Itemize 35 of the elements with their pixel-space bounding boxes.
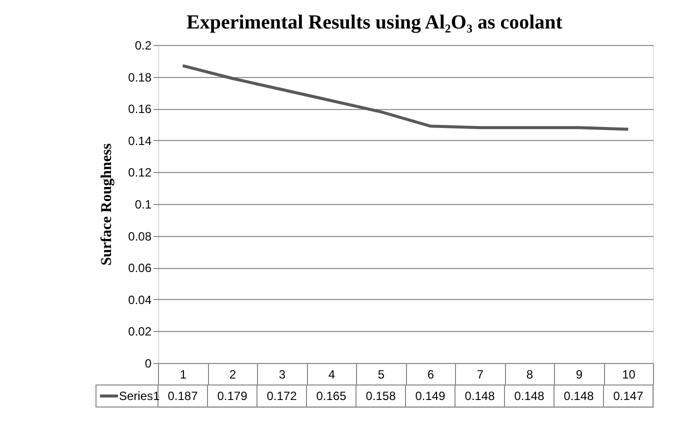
x-tick-label: 3 [278, 368, 286, 382]
x-tick-label: 9 [576, 368, 583, 382]
data-label: 0.149 [415, 389, 446, 403]
x-tick-label: 1 [180, 368, 187, 382]
data-label: 0.148 [464, 389, 496, 403]
y-tick-label: 0.2 [134, 38, 152, 52]
line-series [181, 64, 630, 131]
data-label: 0.148 [514, 389, 545, 403]
x-tick-label: 7 [476, 368, 484, 382]
y-tick-label: 0.1 [134, 198, 152, 212]
y-tick-label: 0.06 [128, 261, 152, 276]
x-tick-label: 4 [328, 368, 336, 382]
y-tick-label: 0.16 [128, 102, 152, 116]
y-tick-label: 0.08 [128, 229, 152, 244]
x-tick-label: 2 [229, 368, 236, 382]
data-label: 0.148 [564, 389, 594, 403]
y-tick-label: 0.02 [128, 324, 152, 339]
data-label: 0.187 [168, 389, 198, 403]
x-tick-label: 8 [526, 368, 534, 382]
y-tick-label: 0.12 [128, 166, 152, 180]
y-tick-label: 0 [144, 356, 152, 370]
chart-title: Experimental Results using Al₂O₃ as coolant [186, 12, 563, 34]
y-tick-label: 0.04 [128, 292, 152, 307]
x-tick-label: 6 [427, 368, 434, 382]
data-label: 0.147 [613, 389, 644, 403]
y-axis-title: Surface Roughness [99, 143, 116, 266]
data-label: 0.165 [316, 389, 347, 403]
data-label: 0.172 [266, 389, 298, 403]
y-tick-label: 0.18 [128, 70, 152, 84]
data-label: 0.179 [217, 389, 248, 403]
x-tick-label: 10 [622, 368, 636, 382]
legend-label: Series1 [119, 389, 160, 403]
x-tick-label: 5 [378, 368, 385, 382]
y-tick-label: 0.14 [128, 134, 152, 148]
data-label: 0.158 [366, 389, 396, 403]
